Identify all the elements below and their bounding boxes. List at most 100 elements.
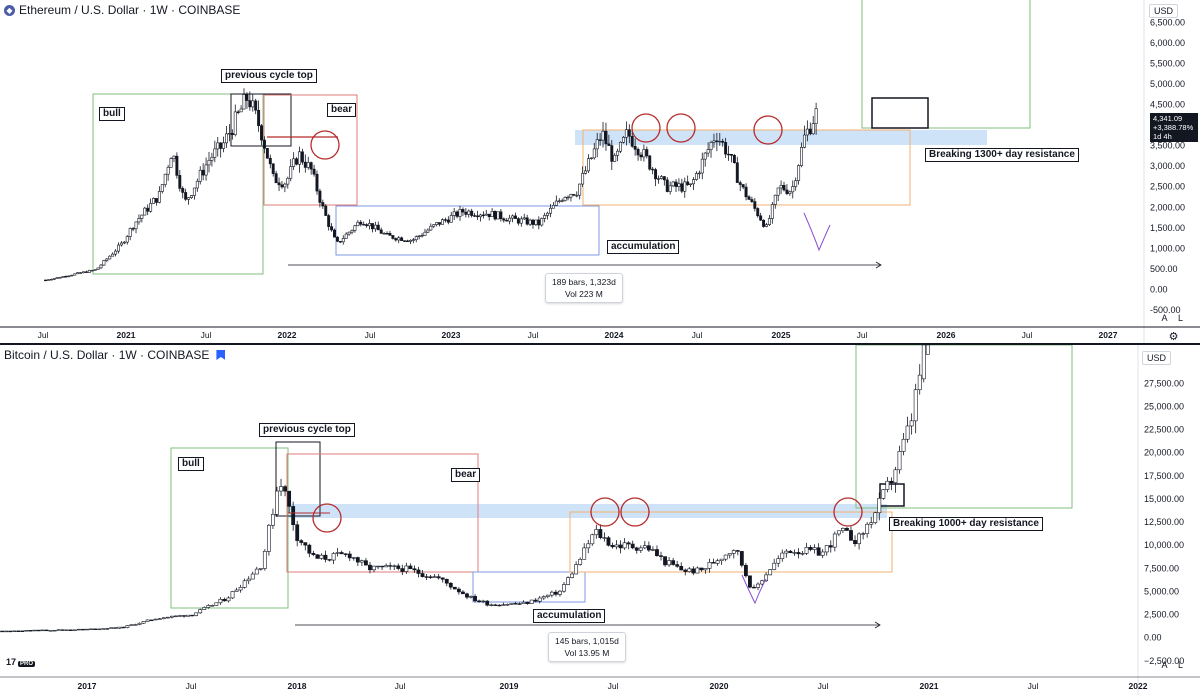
eth-last-change: +3,388.78% bbox=[1153, 123, 1194, 132]
btc-candle bbox=[558, 590, 562, 595]
eth-top-circle bbox=[631, 113, 661, 143]
eth-candle bbox=[759, 215, 763, 221]
btc-chart-panel[interactable]: 27,500.00 25,000.00 22,500.00 20,000.00 17,5… bbox=[0, 345, 1200, 695]
btc-y-tick-label: 15,000.00 bbox=[1144, 494, 1184, 504]
eth-x-tick-label: 2022 bbox=[278, 330, 297, 340]
eth-candle bbox=[248, 100, 252, 108]
btc-candle bbox=[824, 545, 829, 553]
eth-candle bbox=[481, 214, 485, 217]
btc-candle bbox=[12, 630, 17, 632]
btc-candle bbox=[52, 629, 57, 632]
btc-candle bbox=[909, 420, 914, 427]
eth-candle bbox=[432, 224, 436, 227]
eth-candle bbox=[551, 205, 555, 209]
eth-candle bbox=[762, 219, 766, 227]
btc-candle bbox=[917, 374, 922, 391]
eth-auto-scale-button[interactable]: A bbox=[1161, 313, 1168, 323]
btc-candle bbox=[816, 547, 821, 556]
eth-x-tick-label: 2027 bbox=[1099, 330, 1118, 340]
btc-candle bbox=[234, 589, 239, 592]
eth-candle bbox=[350, 230, 354, 233]
btc-candle bbox=[283, 486, 287, 492]
btc-candle bbox=[776, 558, 781, 564]
btc-candle bbox=[157, 618, 162, 620]
eth-candle bbox=[67, 275, 71, 277]
btc-candle bbox=[202, 607, 207, 610]
btc-candle bbox=[869, 522, 874, 525]
btc-candle bbox=[206, 605, 211, 608]
btc-x-tick-label: Jul bbox=[1028, 681, 1039, 691]
btc-candle bbox=[622, 542, 627, 549]
btc-candle bbox=[262, 551, 267, 569]
ethereum-icon: ◆ bbox=[4, 4, 15, 16]
eth-currency-label[interactable]: USD bbox=[1149, 4, 1179, 18]
eth-title-text: Ethereum / U.S. Dollar · 1W · COINBASE bbox=[19, 3, 241, 17]
btc-candle bbox=[307, 544, 312, 554]
btc-auto-scale-button[interactable]: A bbox=[1161, 660, 1168, 670]
eth-candle bbox=[738, 182, 742, 185]
btc-candle bbox=[287, 490, 292, 507]
btc-candle bbox=[610, 545, 615, 548]
btc-chart-svg[interactable]: 27,500.00 25,000.00 22,500.00 20,000.00 17,5… bbox=[0, 345, 1200, 695]
eth-candle bbox=[756, 208, 760, 217]
eth-candle bbox=[204, 164, 208, 176]
btc-candle bbox=[315, 554, 320, 559]
bookmark-flag-icon[interactable] bbox=[216, 350, 226, 360]
eth-candle bbox=[516, 218, 520, 224]
btc-candle bbox=[905, 425, 910, 440]
eth-bottom-v-marker bbox=[803, 212, 831, 252]
btc-candle bbox=[347, 553, 352, 559]
eth-candle bbox=[727, 153, 731, 156]
btc-candle bbox=[141, 621, 146, 624]
eth-candle bbox=[298, 151, 301, 165]
btc-candle bbox=[796, 552, 801, 555]
eth-candle bbox=[192, 187, 196, 196]
eth-candle bbox=[82, 271, 85, 274]
eth-candle bbox=[721, 140, 725, 143]
eth-candle bbox=[487, 213, 491, 218]
eth-candle bbox=[125, 236, 129, 243]
eth-candle bbox=[435, 222, 439, 225]
eth-y-tick-label: 5,000.00 bbox=[1150, 79, 1185, 89]
btc-currency-label[interactable]: USD bbox=[1142, 351, 1172, 365]
eth-chart-svg[interactable]: 6,500.00 6,000.00 5,500.00 5,000.00 4,500.00… bbox=[0, 0, 1200, 345]
btc-candle bbox=[36, 629, 41, 632]
btc-candle bbox=[638, 547, 643, 551]
eth-candle bbox=[657, 178, 660, 180]
btc-log-scale-button[interactable]: L bbox=[1177, 660, 1183, 670]
eth-x-tick-label: 2025 bbox=[772, 330, 791, 340]
eth-candle bbox=[543, 215, 547, 219]
btc-candle bbox=[133, 624, 138, 626]
eth-candle bbox=[73, 273, 77, 276]
eth-candle bbox=[373, 224, 377, 230]
btc-candle bbox=[20, 630, 25, 633]
btc-candle bbox=[198, 609, 203, 614]
eth-log-scale-button[interactable]: L bbox=[1177, 313, 1183, 323]
btc-candle bbox=[291, 506, 296, 526]
btc-bottom-v-marker bbox=[741, 574, 767, 605]
eth-candle bbox=[137, 218, 141, 223]
btc-candle bbox=[384, 565, 389, 568]
btc-candle bbox=[93, 628, 98, 630]
btc-candle bbox=[541, 596, 546, 599]
btc-candle bbox=[72, 629, 77, 631]
eth-candle bbox=[198, 169, 202, 182]
btc-candle bbox=[897, 451, 902, 471]
eth-x-tick-label: Jul bbox=[365, 330, 376, 340]
btc-candle bbox=[444, 578, 449, 584]
btc-candle bbox=[549, 591, 554, 596]
eth-candle bbox=[233, 111, 237, 135]
eth-candle bbox=[511, 215, 515, 219]
eth-chart-panel[interactable]: 6,500.00 6,000.00 5,500.00 5,000.00 4,500.00… bbox=[0, 0, 1200, 345]
eth-candle bbox=[111, 253, 115, 257]
settings-gear-icon[interactable]: ⚙ bbox=[1168, 331, 1179, 343]
btc-x-tick-label: 2022 bbox=[1129, 681, 1148, 691]
eth-candle bbox=[330, 226, 334, 231]
tradingview-logo[interactable]: 17 PRO bbox=[6, 657, 36, 667]
btc-candle bbox=[359, 560, 364, 563]
btc-x-tick-label: Jul bbox=[186, 681, 197, 691]
eth-candle bbox=[245, 94, 249, 101]
eth-candle bbox=[718, 140, 722, 143]
btc-candle bbox=[873, 512, 878, 524]
btc-candle bbox=[32, 629, 37, 632]
